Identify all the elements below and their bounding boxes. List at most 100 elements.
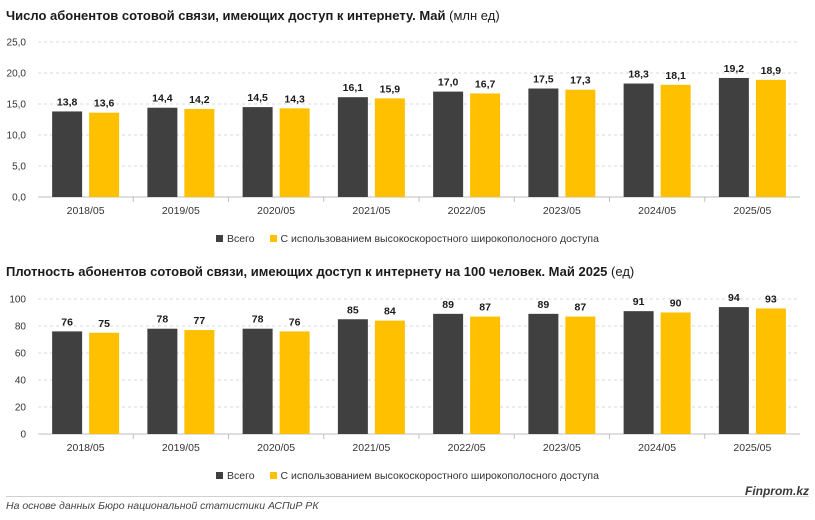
data-label: 17,3 — [570, 75, 591, 87]
bar-series-1 — [433, 91, 464, 197]
y-tick-label: 10,0 — [7, 131, 27, 142]
data-label: 91 — [633, 296, 645, 308]
y-tick-label: 15,0 — [7, 100, 27, 111]
bar-series-2 — [279, 108, 310, 197]
bar-series-1 — [242, 328, 273, 434]
bar-series-2 — [755, 308, 786, 434]
y-tick-label: 0 — [20, 430, 26, 441]
x-tick-label: 2025/05 — [733, 442, 771, 454]
data-label: 19,2 — [724, 63, 745, 75]
chart-2-title: Плотность абонентов сотовой связи, имеющ… — [6, 264, 634, 279]
y-tick-label: 25,0 — [7, 38, 27, 49]
y-tick-label: 20,0 — [7, 69, 27, 80]
legend-label-series-2: С использованием высокоскоростного широк… — [280, 233, 599, 245]
bar-series-1 — [623, 311, 654, 434]
chart-2-subtitle: (ед) — [611, 264, 635, 279]
data-label: 14,4 — [152, 93, 173, 105]
x-tick-label: 2020/05 — [257, 205, 295, 217]
data-label: 94 — [728, 292, 740, 304]
bar-series-1 — [528, 88, 559, 197]
x-tick-label: 2022/05 — [448, 442, 486, 454]
y-tick-label: 0,0 — [12, 193, 26, 204]
bar-series-2 — [374, 98, 405, 197]
y-tick-label: 100 — [9, 295, 26, 306]
y-tick-label: 40 — [15, 376, 27, 387]
data-label: 17,0 — [438, 77, 459, 89]
y-tick-label: 60 — [15, 349, 27, 360]
footer-divider — [6, 496, 809, 497]
data-label: 75 — [98, 318, 110, 330]
data-label: 16,1 — [343, 82, 364, 94]
chart-1-title: Число абонентов сотовой связи, имеющих д… — [6, 8, 500, 23]
data-label: 78 — [157, 314, 169, 326]
x-tick-label: 2021/05 — [352, 205, 390, 217]
x-tick-label: 2018/05 — [67, 442, 105, 454]
data-label: 78 — [252, 314, 264, 326]
x-tick-label: 2020/05 — [257, 442, 295, 454]
legend-label-series-2: С использованием высокоскоростного широк… — [280, 470, 599, 482]
source-note: На основе данных Бюро национальной стати… — [6, 500, 319, 512]
x-tick-label: 2023/05 — [543, 442, 581, 454]
bar-series-1 — [242, 107, 273, 197]
data-label: 14,5 — [247, 92, 268, 104]
legend-item-series-1: Всего — [216, 470, 255, 482]
bar-series-1 — [337, 97, 368, 197]
data-label: 18,9 — [761, 65, 782, 77]
bar-series-2 — [660, 84, 691, 197]
data-label: 16,7 — [475, 78, 496, 90]
data-label: 77 — [194, 315, 206, 327]
chart-2-title-text: Плотность абонентов сотовой связи, имеющ… — [6, 264, 608, 279]
bar-series-2 — [660, 312, 691, 434]
bar-series-1 — [623, 83, 654, 197]
bar-series-2 — [89, 112, 120, 197]
x-tick-label: 2019/05 — [162, 442, 200, 454]
legend-item-series-2: С использованием высокоскоростного широк… — [269, 233, 599, 245]
y-tick-label: 80 — [15, 322, 27, 333]
bar-series-1 — [147, 107, 178, 197]
chart-1-title-text: Число абонентов сотовой связи, имеющих д… — [6, 8, 446, 23]
y-tick-label: 5,0 — [12, 162, 26, 173]
bar-series-2 — [565, 89, 596, 197]
chart-1-subtitle: (млн ед) — [449, 8, 500, 23]
bar-series-2 — [184, 330, 215, 434]
data-label: 15,9 — [380, 83, 401, 95]
x-tick-label: 2024/05 — [638, 442, 676, 454]
data-label: 18,3 — [628, 69, 649, 81]
bar-series-2 — [89, 332, 120, 434]
legend-label-series-1: Всего — [227, 233, 255, 245]
bar-series-2 — [184, 108, 215, 197]
data-label: 93 — [765, 293, 777, 305]
data-label: 87 — [575, 302, 587, 314]
chart-2-plot: 0 20 40 60 80 100 76 75 2018/05 78 77 2019/05 78 76 20… — [9, 292, 800, 454]
bar-series-2 — [470, 93, 501, 197]
bar-series-2 — [374, 320, 405, 434]
legend-swatch-series-2 — [269, 472, 277, 479]
bar-series-1 — [52, 331, 83, 434]
x-tick-label: 2021/05 — [352, 442, 390, 454]
data-label: 89 — [442, 299, 454, 311]
data-label: 85 — [347, 304, 359, 316]
x-tick-label: 2024/05 — [638, 205, 676, 217]
x-tick-label: 2018/05 — [67, 205, 105, 217]
legend-swatch-series-2 — [269, 235, 277, 242]
bar-series-2 — [279, 331, 310, 434]
y-tick-label: 20 — [15, 403, 27, 414]
data-label: 90 — [670, 298, 682, 310]
bar-series-1 — [528, 313, 559, 434]
bar-series-2 — [755, 79, 786, 197]
x-tick-label: 2025/05 — [733, 205, 771, 217]
bar-series-2 — [470, 316, 501, 434]
bar-series-1 — [718, 77, 749, 197]
data-label: 76 — [61, 316, 73, 328]
bar-series-1 — [433, 313, 464, 434]
data-label: 14,2 — [189, 94, 210, 106]
legend-label-series-1: Всего — [227, 470, 255, 482]
data-label: 14,3 — [284, 93, 305, 105]
data-label: 89 — [538, 299, 550, 311]
chart-1-legend: Всего С использованием высокоскоростного… — [0, 233, 815, 245]
chart-2-legend: Всего С использованием высокоскоростного… — [0, 470, 815, 482]
bar-series-2 — [565, 316, 596, 434]
bar-series-1 — [718, 307, 749, 434]
x-tick-label: 2019/05 — [162, 205, 200, 217]
data-label: 76 — [289, 316, 301, 328]
